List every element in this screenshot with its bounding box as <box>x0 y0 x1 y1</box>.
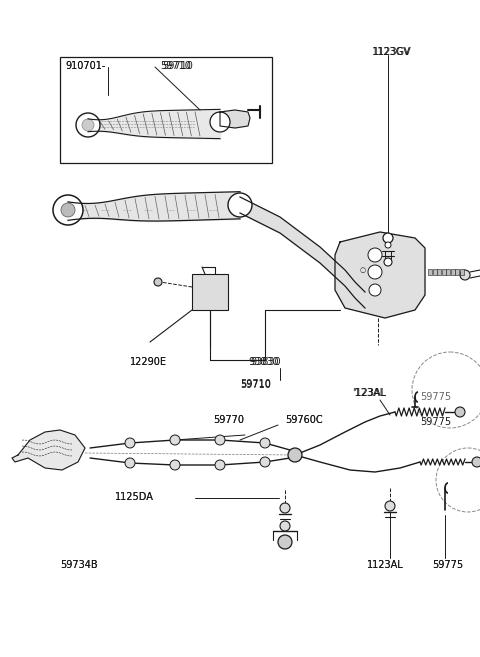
Circle shape <box>280 521 290 531</box>
Circle shape <box>125 438 135 448</box>
Text: 12290E: 12290E <box>130 357 167 367</box>
Bar <box>451 269 455 275</box>
Circle shape <box>154 278 162 286</box>
Circle shape <box>436 448 480 512</box>
Text: 59775: 59775 <box>420 392 451 402</box>
Text: 1123GV: 1123GV <box>372 47 411 57</box>
Text: 59770: 59770 <box>213 415 244 425</box>
Text: 59775: 59775 <box>420 417 451 427</box>
Polygon shape <box>220 110 250 128</box>
Bar <box>428 269 432 275</box>
Text: 59760C: 59760C <box>285 415 323 425</box>
Circle shape <box>228 193 252 217</box>
Circle shape <box>61 203 75 217</box>
Text: 1125DA: 1125DA <box>115 492 154 502</box>
Text: 910701-: 910701- <box>65 61 106 71</box>
Bar <box>192 274 228 310</box>
Circle shape <box>368 248 382 262</box>
Text: '123AL: '123AL <box>352 388 385 398</box>
Circle shape <box>460 270 470 280</box>
Text: 59734B: 59734B <box>60 560 97 570</box>
Circle shape <box>170 435 180 445</box>
Circle shape <box>170 460 180 470</box>
Circle shape <box>260 438 270 448</box>
Text: 1125DA: 1125DA <box>115 492 154 502</box>
Circle shape <box>384 258 392 266</box>
Bar <box>60 57 272 163</box>
Circle shape <box>455 407 465 417</box>
Circle shape <box>82 119 94 131</box>
Circle shape <box>288 448 302 462</box>
Text: 1123AL: 1123AL <box>367 560 404 570</box>
Circle shape <box>383 233 393 243</box>
Circle shape <box>215 435 225 445</box>
Circle shape <box>210 112 230 132</box>
Polygon shape <box>335 232 425 318</box>
Text: 1123AL: 1123AL <box>367 560 404 570</box>
Text: 59710: 59710 <box>240 380 271 390</box>
Text: 93830: 93830 <box>250 357 281 367</box>
Circle shape <box>278 535 292 549</box>
Bar <box>460 269 464 275</box>
Text: 59734B: 59734B <box>60 560 97 570</box>
Text: ○: ○ <box>360 267 366 273</box>
Circle shape <box>472 457 480 467</box>
Text: 93830: 93830 <box>248 357 278 367</box>
Text: 59775: 59775 <box>432 560 463 570</box>
Circle shape <box>385 242 391 248</box>
Text: 1123GV: 1123GV <box>373 47 412 57</box>
Bar <box>446 269 450 275</box>
Text: 59710: 59710 <box>160 61 191 71</box>
Text: 59710: 59710 <box>240 379 271 389</box>
Text: 12290E: 12290E <box>130 357 167 367</box>
Circle shape <box>412 352 480 428</box>
Circle shape <box>368 265 382 279</box>
Text: 59770: 59770 <box>213 415 244 425</box>
Bar <box>437 269 441 275</box>
Text: 59775: 59775 <box>432 560 463 570</box>
Text: 910701-: 910701- <box>65 61 106 71</box>
Circle shape <box>53 195 83 225</box>
Bar <box>456 269 459 275</box>
Bar <box>432 269 437 275</box>
Text: 59710: 59710 <box>162 61 193 71</box>
Circle shape <box>76 113 100 137</box>
Circle shape <box>260 457 270 467</box>
Circle shape <box>385 501 395 511</box>
Polygon shape <box>12 430 85 470</box>
Text: 59760C: 59760C <box>285 415 323 425</box>
Circle shape <box>215 460 225 470</box>
Circle shape <box>280 503 290 513</box>
Circle shape <box>369 284 381 296</box>
Circle shape <box>125 458 135 468</box>
Text: '123AL: '123AL <box>353 388 386 398</box>
Bar <box>442 269 446 275</box>
